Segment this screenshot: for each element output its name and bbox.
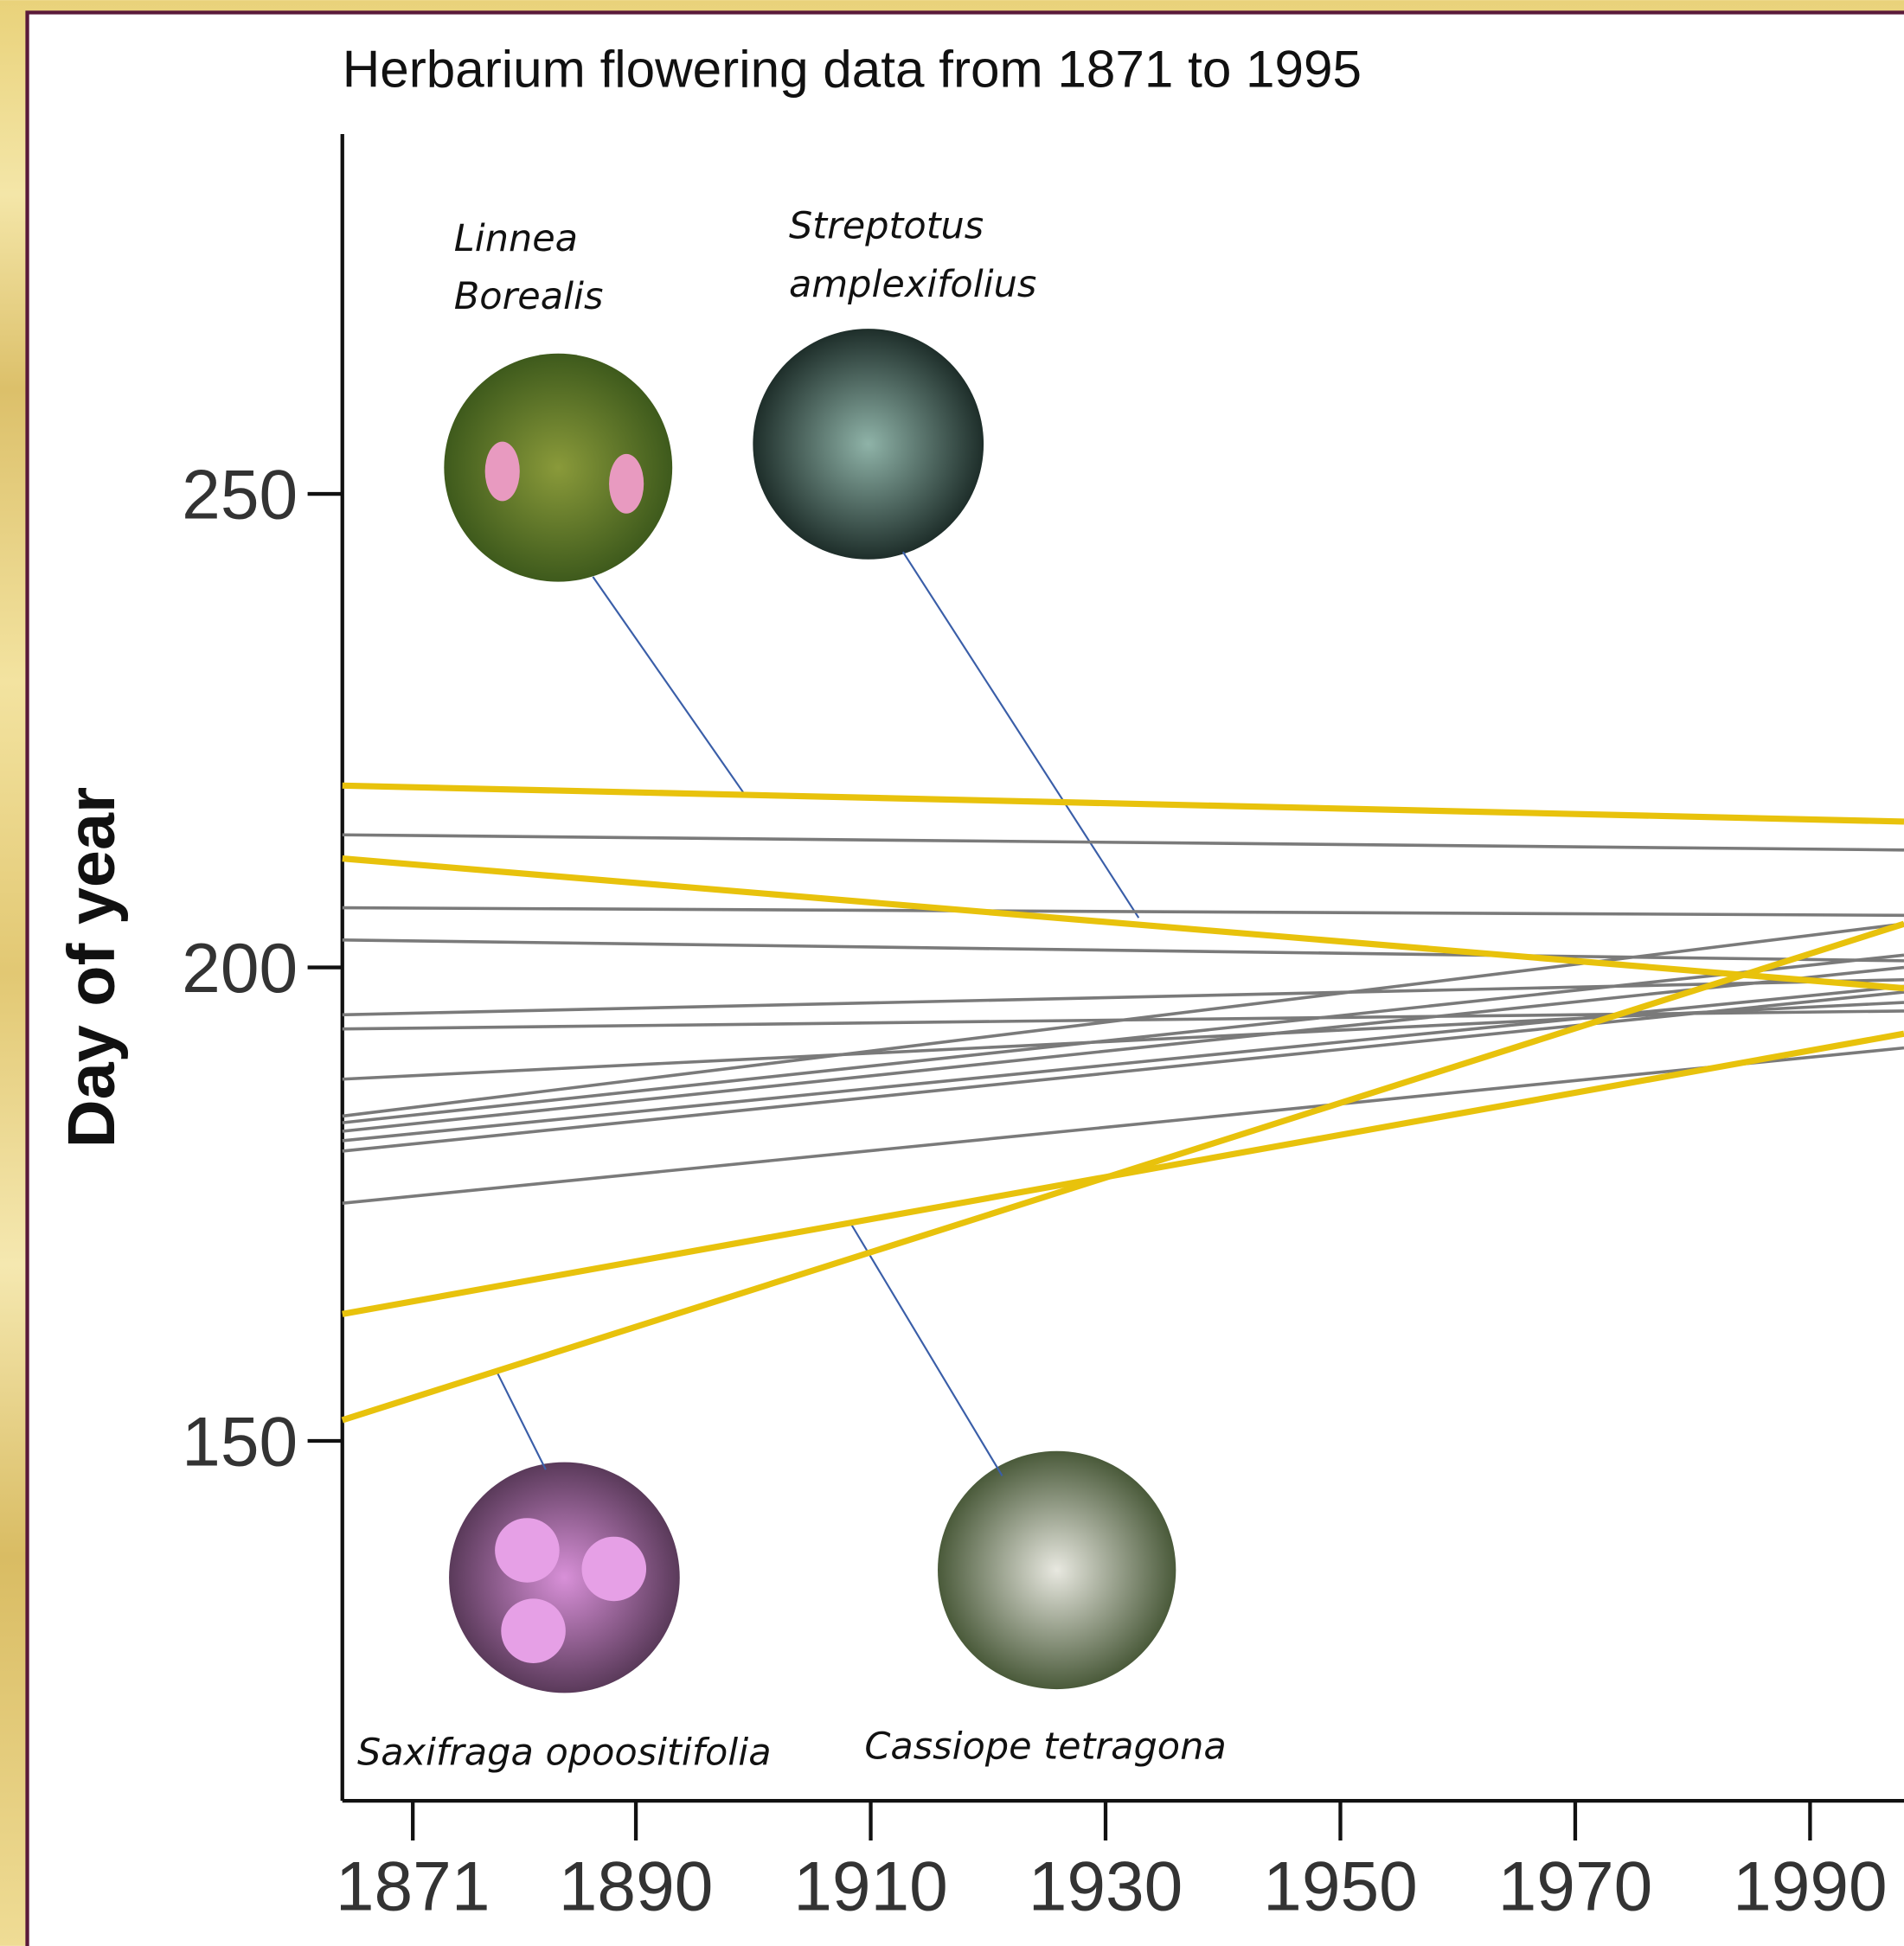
flower [485, 442, 520, 502]
flower [495, 1518, 560, 1583]
species-label: Cassiope tetragona [864, 1725, 1226, 1768]
flower [501, 1598, 566, 1663]
photo-cassiope [938, 1451, 1176, 1689]
species-label: Borealis [454, 275, 604, 318]
flower [581, 1537, 646, 1602]
chart: Herbarium flowering data from 1871 to 19… [0, 0, 1904, 1946]
x-tick-label: 1950 [1263, 1847, 1418, 1925]
photo-saxifraga [449, 1463, 680, 1693]
species-label: Streptotus [789, 204, 984, 247]
x-tick-label: 1930 [1029, 1847, 1183, 1925]
species-label: Linnea [454, 217, 578, 260]
y-tick-label: 150 [182, 1404, 298, 1482]
x-tick-label: 1990 [1733, 1847, 1888, 1925]
species-label: amplexifolius [789, 263, 1036, 306]
y-tick-label: 250 [182, 457, 298, 535]
x-tick-label: 1910 [793, 1847, 948, 1925]
y-axis-label: Day of year [54, 787, 129, 1148]
page: Herbarium flowering data from 1871 to 19… [0, 0, 1904, 1946]
flower [609, 454, 644, 514]
y-tick-label: 200 [182, 930, 298, 1008]
species-label: Saxifraga opoositifolia [357, 1732, 772, 1775]
chart-title: Herbarium flowering data from 1871 to 19… [343, 39, 1362, 98]
photo-streptotus [753, 329, 984, 560]
x-tick-label: 1970 [1498, 1847, 1653, 1925]
x-tick-label: 1871 [336, 1847, 490, 1925]
x-tick-label: 1890 [559, 1847, 714, 1925]
